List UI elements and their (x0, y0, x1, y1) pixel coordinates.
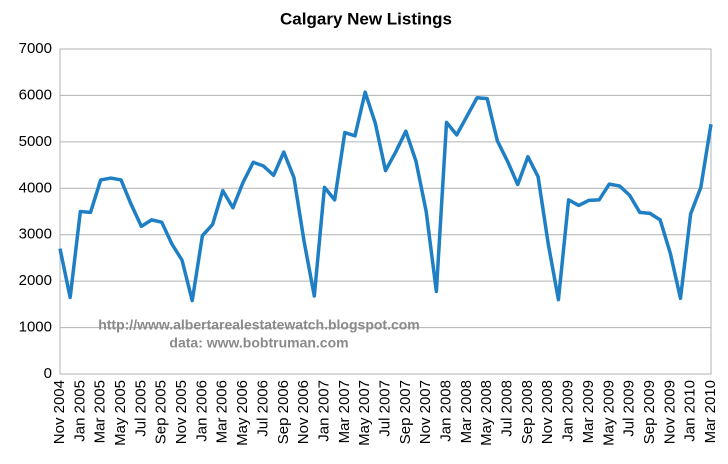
x-tick-label: Nov 2007 (417, 380, 434, 444)
x-tick-label: Jan 2009 (560, 380, 577, 442)
x-tick-label: Jul 2007 (376, 380, 393, 437)
x-tick-label: Sep 2009 (641, 380, 658, 444)
x-tick-label: Mar 2009 (580, 380, 597, 443)
x-tick-label: Nov 2006 (295, 380, 312, 444)
x-tick-label: Jul 2006 (254, 380, 271, 437)
x-tick-label: Mar 2008 (458, 380, 475, 443)
x-tick-label: Mar 2007 (336, 380, 353, 443)
x-tick-label: Sep 2008 (519, 380, 536, 444)
y-tick-label: 7000 (19, 40, 52, 57)
x-tick-label: Jan 2010 (682, 380, 699, 442)
y-tick-label: 1000 (19, 319, 52, 336)
x-tick-label: Jul 2008 (499, 380, 516, 437)
x-tick-label: Nov 2004 (51, 380, 68, 444)
x-tick-label: May 2009 (600, 380, 617, 446)
x-tick-label: Nov 2009 (661, 380, 678, 444)
annotation: http://www.albertarealestatewatch.blogsp… (98, 317, 420, 333)
x-tick-label: May 2007 (356, 380, 373, 446)
x-tick-label: Jan 2005 (71, 380, 88, 442)
x-tick-label: Jul 2009 (621, 380, 638, 437)
x-tick-label: Nov 2005 (173, 380, 190, 444)
x-tick-label: Jan 2008 (438, 380, 455, 442)
plot-border (59, 48, 712, 375)
chart-title: Calgary New Listings (280, 9, 452, 28)
line (58, 90, 713, 303)
x-tick-label: Nov 2008 (539, 380, 556, 444)
x-tick-label: Mar 2006 (214, 380, 231, 443)
x-tick-label: Sep 2007 (397, 380, 414, 444)
x-tick-label: May 2008 (478, 380, 495, 446)
annotation: data: www.bobtruman.com (169, 335, 348, 351)
x-tick-label: May 2005 (112, 380, 129, 446)
x-tick-label: May 2006 (234, 380, 251, 446)
y-tick-label: 5000 (19, 133, 52, 150)
x-tick-label: Mar 2010 (702, 380, 719, 443)
x-tick-label: Mar 2005 (92, 380, 109, 443)
x-tick-label: Jan 2006 (193, 380, 210, 442)
y-tick-label: 3000 (19, 226, 52, 243)
x-tick-label: Jan 2007 (315, 380, 332, 442)
y-tick-label: 2000 (19, 272, 52, 289)
x-tick-label: Sep 2005 (153, 380, 170, 444)
y-tick-label: 4000 (19, 179, 52, 196)
x-tick-label: Jul 2005 (132, 380, 149, 437)
y-tick-label: 0 (44, 365, 52, 382)
y-tick-label: 6000 (19, 86, 52, 103)
x-tick-label: Sep 2006 (275, 380, 292, 444)
